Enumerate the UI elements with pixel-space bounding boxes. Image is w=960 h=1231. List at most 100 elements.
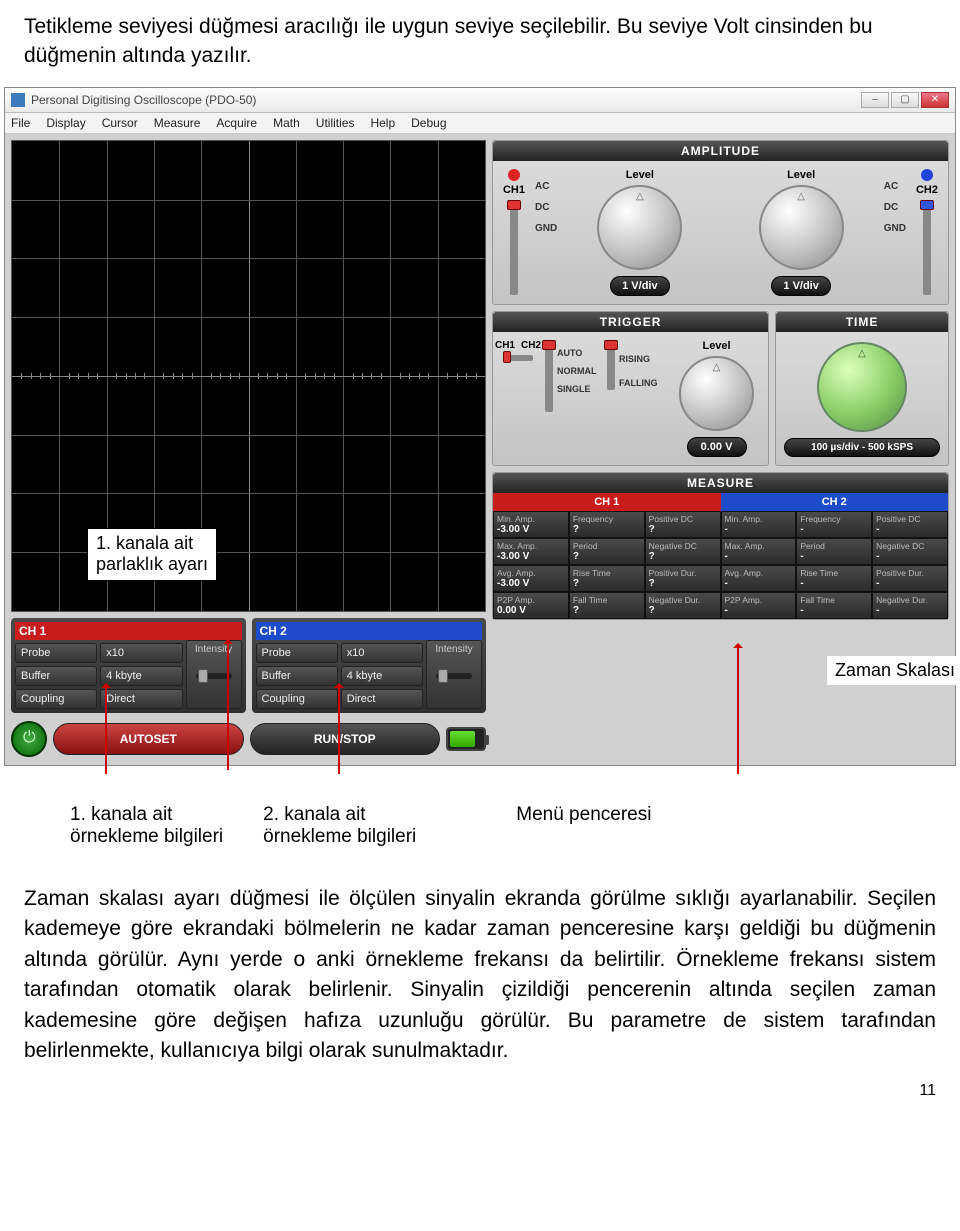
maximize-button[interactable]: ▢ xyxy=(891,92,919,108)
measure-cell: Min. Amp.-3.00 V xyxy=(493,511,569,538)
trigger-level-label: Level xyxy=(669,340,764,352)
autoset-button[interactable]: AUTOSET xyxy=(53,723,244,755)
ch2-intensity[interactable]: Intensity xyxy=(426,640,482,709)
trigger-edge-slider[interactable] xyxy=(607,340,615,390)
ch2-coupling-value[interactable]: Direct xyxy=(341,689,423,709)
intensity-label: Intensity xyxy=(190,644,238,655)
time-knob[interactable] xyxy=(817,342,907,432)
menu-debug[interactable]: Debug xyxy=(411,116,446,130)
coupling-labels-2: ACDCGND xyxy=(884,171,906,244)
intensity-label-2: Intensity xyxy=(430,644,478,655)
amplitude-panel: AMPLITUDE CH1 ACDCGND Level 1 V/div xyxy=(492,140,949,305)
ch1-level-knob[interactable] xyxy=(597,185,682,270)
amplitude-title: AMPLITUDE xyxy=(493,141,948,161)
measure-cell: Positive Dur.- xyxy=(872,565,948,592)
menu-cursor[interactable]: Cursor xyxy=(102,116,138,130)
label-ch2-sampling: 2. kanala aitörnekleme bilgileri xyxy=(263,804,416,848)
menubar: File Display Cursor Measure Acquire Math… xyxy=(5,113,955,134)
trigger-level-knob[interactable] xyxy=(679,356,754,431)
menu-display[interactable]: Display xyxy=(46,116,85,130)
arrow-1 xyxy=(227,640,229,770)
ch1-intensity[interactable]: Intensity xyxy=(186,640,242,709)
runstop-button[interactable]: RUN/STOP xyxy=(250,723,441,755)
time-value: 100 µs/div - 500 kSPS xyxy=(784,438,940,457)
measure-ch2-header: CH 2 xyxy=(721,493,949,511)
ch2-vdiv: 1 V/div xyxy=(771,276,831,296)
arrow-ch1info xyxy=(105,684,107,774)
ch2-level-knob[interactable] xyxy=(759,185,844,270)
ch1-coupling-label: Coupling xyxy=(15,689,97,709)
measure-cell: Max. Amp.-3.00 V xyxy=(493,538,569,565)
ch1-vdiv: 1 V/div xyxy=(610,276,670,296)
menu-math[interactable]: Math xyxy=(273,116,300,130)
measure-cell: P2P Amp.0.00 V xyxy=(493,592,569,619)
measure-cell: Positive DC? xyxy=(645,511,721,538)
trigger-mode-labels: AUTONORMALSINGLE xyxy=(545,348,601,394)
measure-cell: Rise Time- xyxy=(796,565,872,592)
arrow-menu xyxy=(737,644,739,774)
callout-zaman-skalasi: Zaman Skalası xyxy=(827,656,960,686)
measure-cell: Fall Time? xyxy=(569,592,645,619)
ch1-probe-value[interactable]: x10 xyxy=(100,643,182,663)
trig-ch1-label: CH1 xyxy=(495,340,515,351)
ch1-dot-icon xyxy=(508,169,520,181)
measure-cell: Frequency? xyxy=(569,511,645,538)
trigger-level-value: 0.00 V xyxy=(687,437,747,457)
measure-cell: P2P Amp.- xyxy=(721,592,797,619)
measure-cell: Avg. Amp.- xyxy=(721,565,797,592)
menu-acquire[interactable]: Acquire xyxy=(216,116,257,130)
measure-cell: Positive DC- xyxy=(872,511,948,538)
close-button[interactable]: ✕ xyxy=(921,92,949,108)
measure-ch1-grid: Min. Amp.-3.00 VFrequency?Positive DC? Ma… xyxy=(493,511,721,619)
app-icon xyxy=(11,93,25,107)
measure-cell: Period- xyxy=(796,538,872,565)
menu-help[interactable]: Help xyxy=(370,116,395,130)
oscilloscope-window: Personal Digitising Oscilloscope (PDO-50… xyxy=(4,87,956,766)
measure-cell: Period? xyxy=(569,538,645,565)
measure-ch2-grid: Min. Amp.-Frequency-Positive DC-Max. Amp… xyxy=(721,511,949,619)
measure-cell: Negative Dur.? xyxy=(645,592,721,619)
page-number: 11 xyxy=(0,1078,960,1108)
measure-cell: Negative Dur.- xyxy=(872,592,948,619)
menu-file[interactable]: File xyxy=(11,116,30,130)
power-button[interactable] xyxy=(11,721,47,757)
bottom-labels: 1. kanala aitörnekleme bilgileri 2. kana… xyxy=(0,774,960,864)
measure-cell: Max. Amp.- xyxy=(721,538,797,565)
amp-ch2-label: CH2 xyxy=(910,184,944,196)
label-ch1-sampling: 1. kanala aitörnekleme bilgileri xyxy=(70,804,223,848)
ch2-coupling-slider[interactable] xyxy=(923,200,931,295)
minimize-button[interactable]: – xyxy=(861,92,889,108)
coupling-labels: ACDCGND xyxy=(535,171,557,244)
trigger-channel-slider[interactable] xyxy=(503,355,533,361)
trigger-edge-labels: RISINGFALLING xyxy=(607,354,663,388)
amp-ch1-label: CH1 xyxy=(497,184,531,196)
trig-ch2-label: CH2 xyxy=(521,340,541,351)
level-label-2: Level xyxy=(723,169,880,181)
ch2-probe-label: Probe xyxy=(256,643,338,663)
measure-panel: MEASURE CH 1 Min. Amp.-3.00 VFrequency?P… xyxy=(492,472,949,620)
measure-cell: Positive Dur.? xyxy=(645,565,721,592)
trigger-panel: TRIGGER CH1 CH2 AUTONORMALS xyxy=(492,311,769,466)
ch1-coupling-slider[interactable] xyxy=(510,200,518,295)
ch2-probe-value[interactable]: x10 xyxy=(341,643,423,663)
label-menu-window: Menü penceresi xyxy=(516,804,651,848)
menu-utilities[interactable]: Utilities xyxy=(316,116,355,130)
menu-measure[interactable]: Measure xyxy=(154,116,201,130)
intro-paragraph: Tetikleme seviyesi düğmesi aracılığı ile… xyxy=(0,0,960,79)
ch1-buffer-label: Buffer xyxy=(15,666,97,686)
measure-ch1-header: CH 1 xyxy=(493,493,721,511)
oscilloscope-display xyxy=(11,140,486,612)
measure-cell: Negative DC? xyxy=(645,538,721,565)
ch2-panel: CH 2 Probex10 Buffer4 kbyte CouplingDire… xyxy=(252,618,487,713)
trigger-mode-slider[interactable] xyxy=(545,340,553,412)
ch1-probe-label: Probe xyxy=(15,643,97,663)
measure-title: MEASURE xyxy=(493,473,948,493)
ch1-coupling-value[interactable]: Direct xyxy=(100,689,182,709)
measure-cell: Fall Time- xyxy=(796,592,872,619)
ch2-buffer-value[interactable]: 4 kbyte xyxy=(341,666,423,686)
ch1-buffer-value[interactable]: 4 kbyte xyxy=(100,666,182,686)
titlebar: Personal Digitising Oscilloscope (PDO-50… xyxy=(5,88,955,113)
measure-cell: Rise Time? xyxy=(569,565,645,592)
time-panel: TIME 100 µs/div - 500 kSPS xyxy=(775,311,949,466)
measure-cell: Negative DC- xyxy=(872,538,948,565)
